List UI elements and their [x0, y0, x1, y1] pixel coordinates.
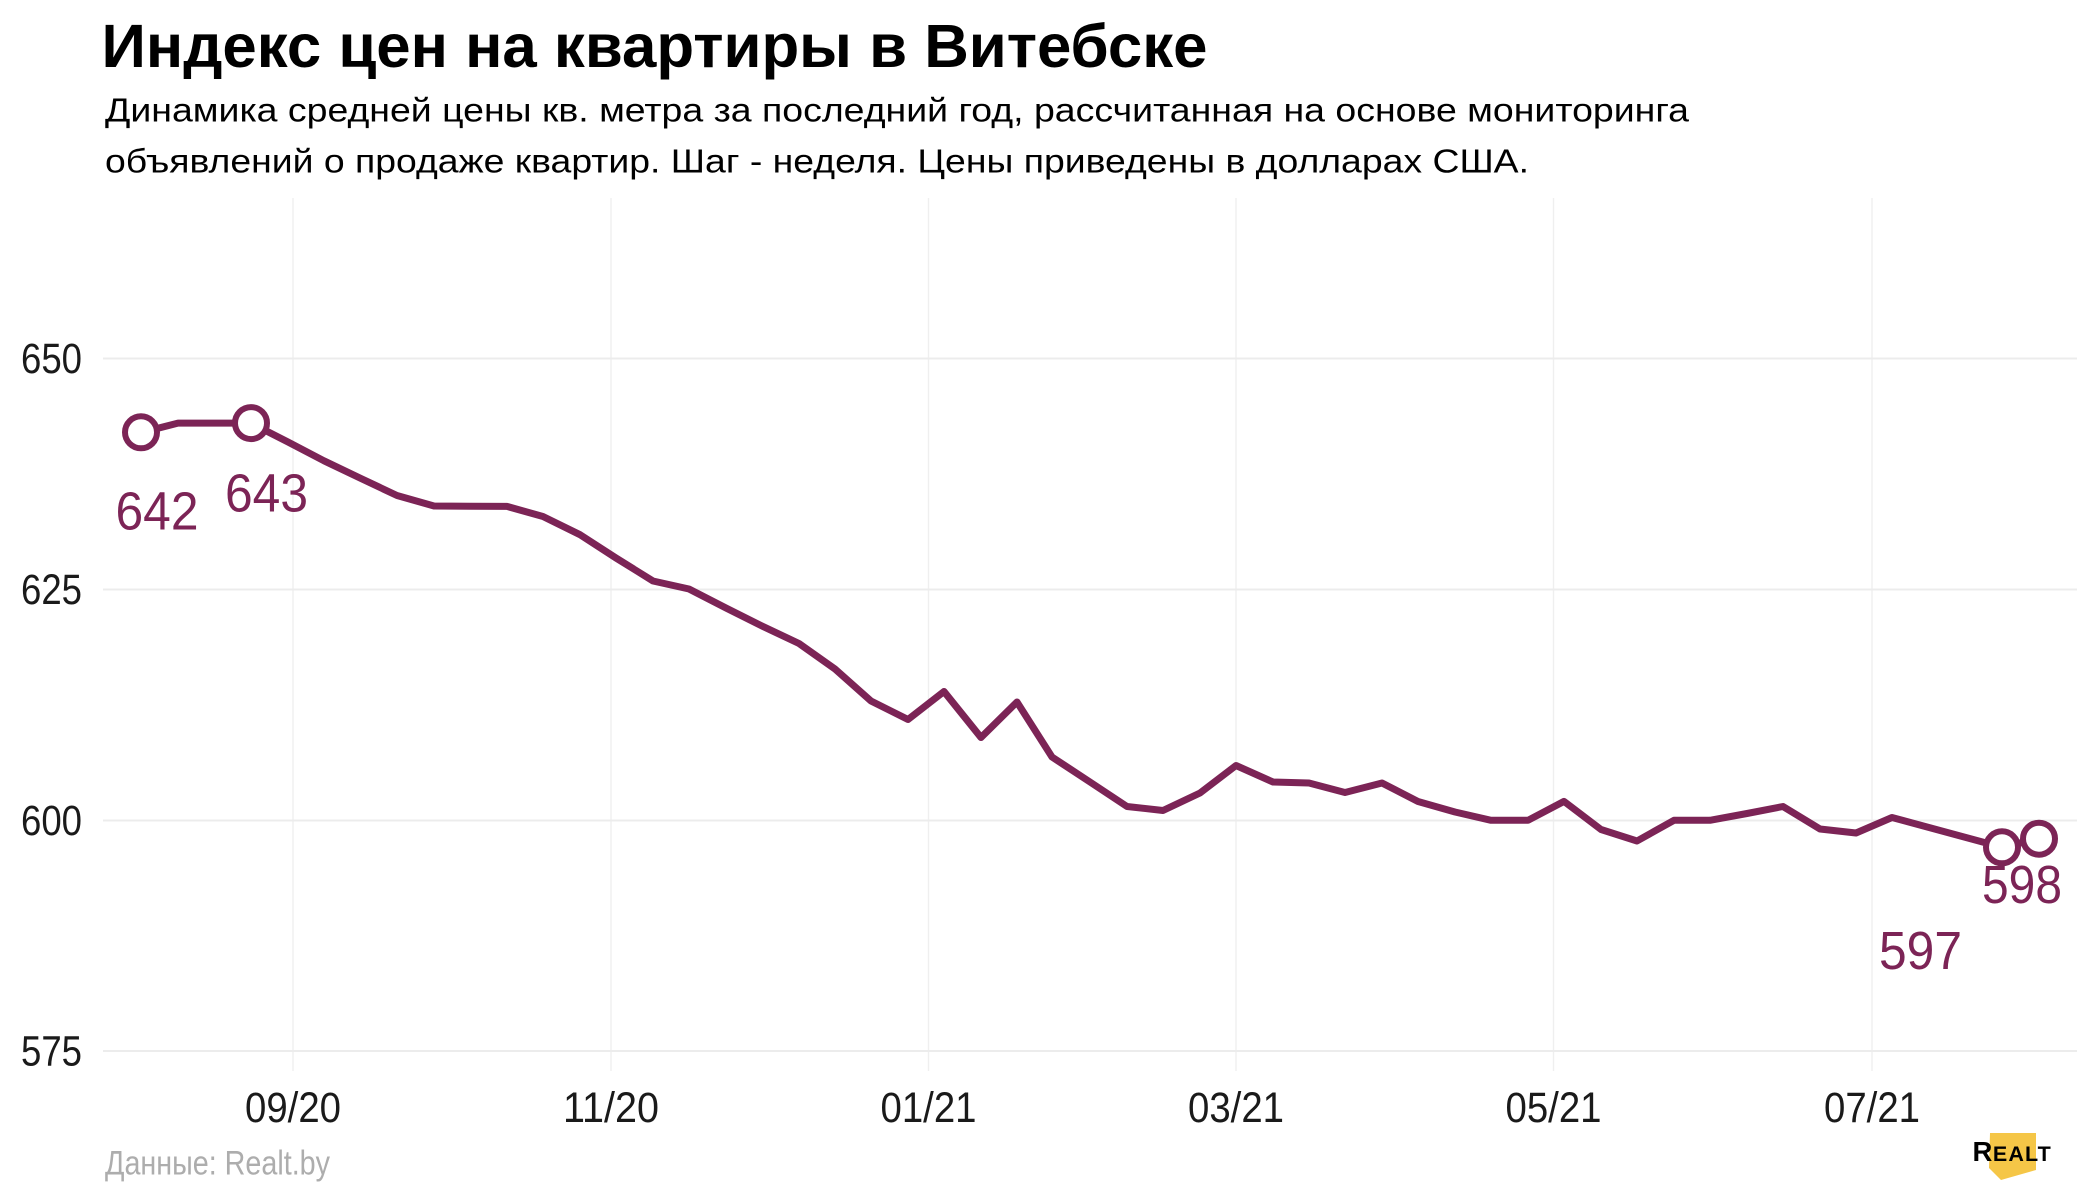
svg-text:625: 625	[21, 566, 82, 614]
svg-text:05/21: 05/21	[1506, 1084, 1602, 1132]
svg-text:643: 643	[225, 465, 308, 524]
svg-text:03/21: 03/21	[1188, 1084, 1284, 1132]
svg-text:01/21: 01/21	[881, 1084, 977, 1132]
svg-text:REALT: REALT	[1973, 1136, 2052, 1167]
svg-text:575: 575	[21, 1028, 82, 1076]
svg-text:11/20: 11/20	[563, 1084, 659, 1132]
svg-text:597: 597	[1879, 922, 1962, 981]
svg-text:Данные: Realt.by: Данные: Realt.by	[105, 1145, 331, 1183]
svg-text:объявлений о продаже квартир.: объявлений о продаже квартир. Шаг - неде…	[105, 144, 1529, 181]
svg-text:Динамика средней цены кв. метр: Динамика средней цены кв. метра за после…	[105, 93, 1689, 130]
svg-text:Индекс цен на квартиры в Витеб: Индекс цен на квартиры в Витебске	[102, 12, 1208, 81]
svg-text:07/21: 07/21	[1824, 1084, 1920, 1132]
svg-text:642: 642	[116, 483, 199, 542]
svg-text:650: 650	[21, 335, 82, 383]
svg-text:09/20: 09/20	[245, 1084, 341, 1132]
svg-text:600: 600	[21, 797, 82, 845]
svg-text:598: 598	[1982, 856, 2062, 915]
